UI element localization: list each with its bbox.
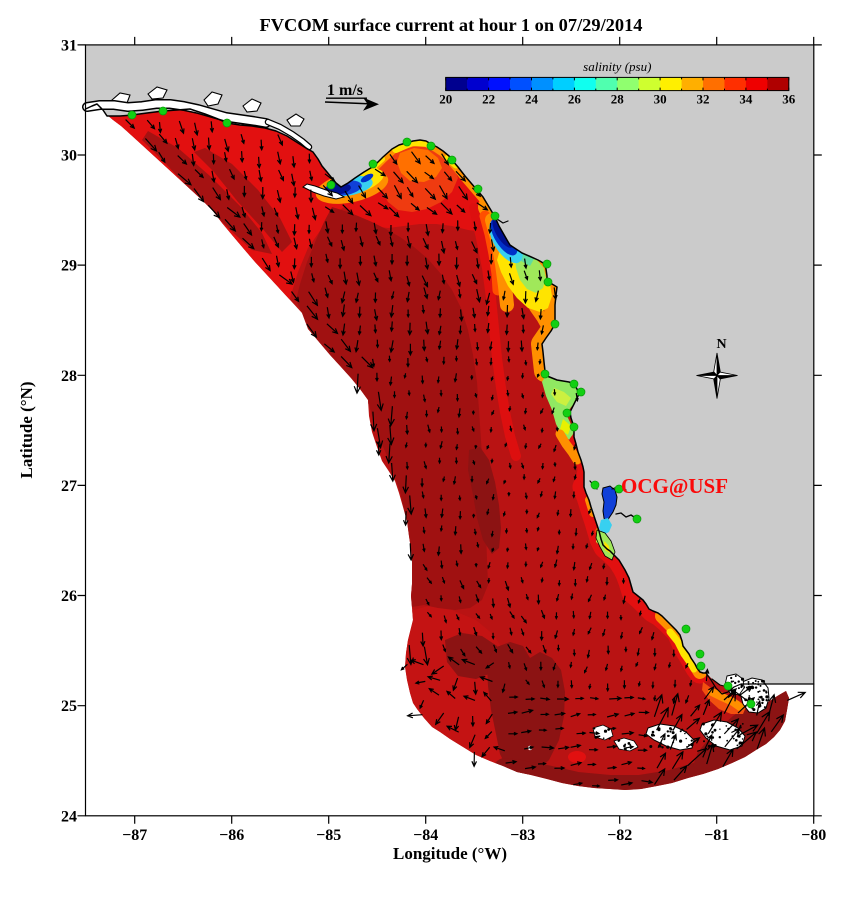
svg-text:−86: −86 <box>219 827 244 844</box>
svg-text:24: 24 <box>525 92 539 107</box>
svg-text:−80: −80 <box>801 827 826 844</box>
svg-text:32: 32 <box>697 92 710 107</box>
svg-text:26: 26 <box>61 588 77 605</box>
svg-text:25: 25 <box>61 698 77 715</box>
svg-text:26: 26 <box>568 92 582 107</box>
svg-text:−87: −87 <box>122 827 147 844</box>
svg-text:salinity (psu): salinity (psu) <box>583 59 651 74</box>
svg-text:29: 29 <box>61 258 77 275</box>
svg-text:31: 31 <box>61 37 77 54</box>
svg-text:30: 30 <box>654 92 667 107</box>
svg-text:36: 36 <box>782 92 796 107</box>
svg-text:Latitude (°N): Latitude (°N) <box>17 382 36 479</box>
svg-text:28: 28 <box>61 368 77 385</box>
svg-text:24: 24 <box>61 808 77 825</box>
svg-text:FVCOM surface current at hour: FVCOM surface current at hour 1 on 07/29… <box>260 15 643 35</box>
svg-text:−83: −83 <box>510 827 535 844</box>
svg-text:OCG@USF: OCG@USF <box>621 474 728 498</box>
svg-text:28: 28 <box>611 92 625 107</box>
svg-text:N: N <box>716 337 726 352</box>
svg-text:−81: −81 <box>704 827 729 844</box>
svg-text:−82: −82 <box>607 827 632 844</box>
svg-text:1 m/s: 1 m/s <box>327 82 363 99</box>
svg-text:34: 34 <box>739 92 753 107</box>
svg-text:30: 30 <box>61 148 77 165</box>
svg-text:22: 22 <box>482 92 495 107</box>
svg-text:Longitude (°W): Longitude (°W) <box>393 844 507 863</box>
svg-text:20: 20 <box>439 92 452 107</box>
svg-text:−85: −85 <box>316 827 341 844</box>
svg-text:−84: −84 <box>413 827 438 844</box>
svg-text:27: 27 <box>61 478 77 495</box>
